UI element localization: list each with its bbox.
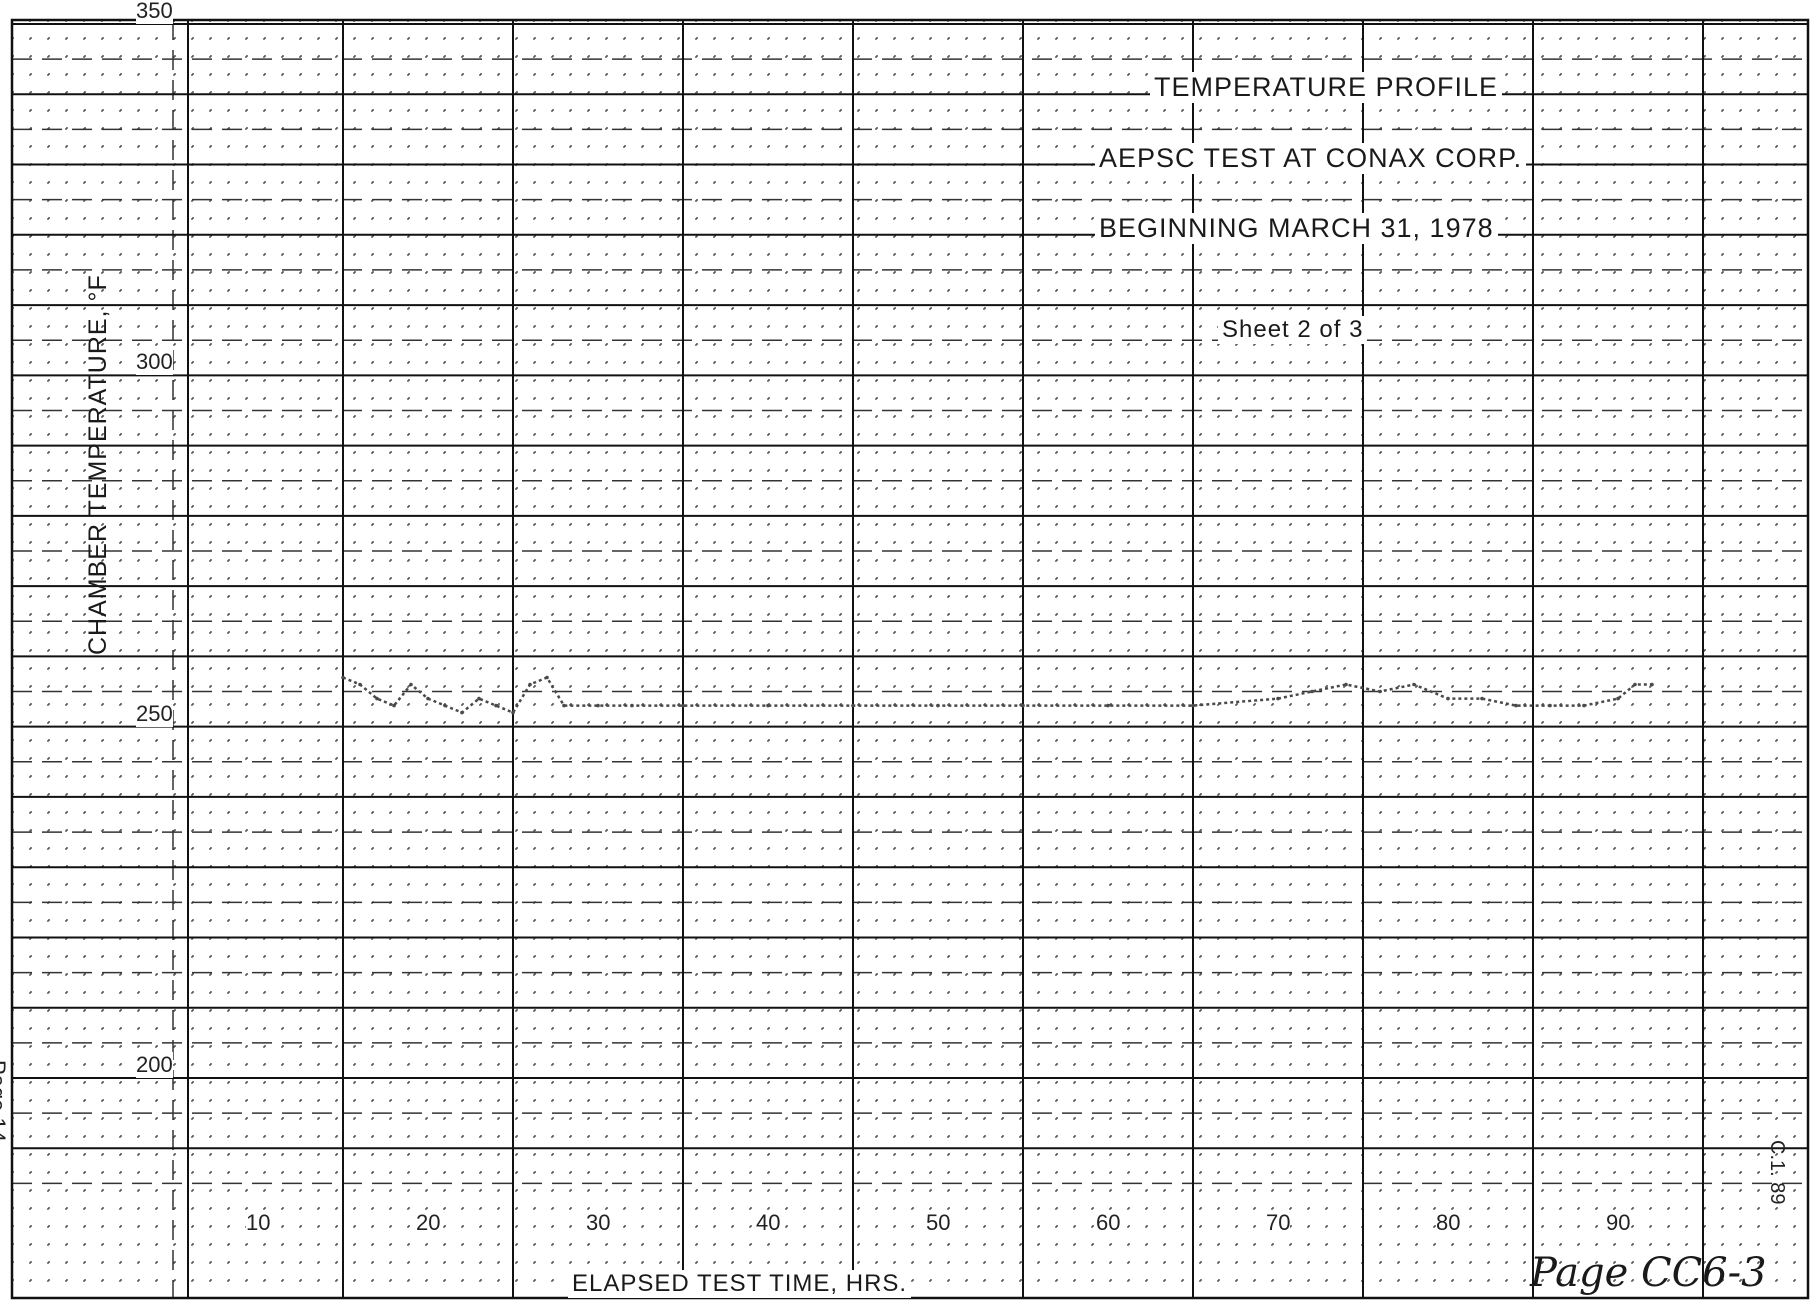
x-tick-label: 50 xyxy=(926,1210,951,1236)
temperature-data-point xyxy=(1344,682,1348,687)
chart-subtitle-date: BEGINNING MARCH 31, 1978 xyxy=(1095,213,1498,244)
temperature-data-point xyxy=(511,710,515,715)
temperature-data-point xyxy=(460,710,464,715)
sheet-label: Sheet 2 of 3 xyxy=(1218,316,1368,344)
temperature-data-point xyxy=(477,696,481,701)
temperature-data-point xyxy=(1310,689,1314,694)
y-tick-label: 350 xyxy=(136,0,173,24)
temperature-data-point xyxy=(341,675,345,680)
y-tick-label: 200 xyxy=(136,1052,173,1078)
page-number-label: Page 14 xyxy=(0,1060,10,1142)
temperature-data-point xyxy=(1021,703,1025,708)
temperature-data-point xyxy=(596,703,600,708)
temperature-data-point xyxy=(1650,682,1654,687)
temperature-data-point xyxy=(426,696,430,701)
temperature-data-point xyxy=(936,703,940,708)
chart-subtitle-test: AEPSC TEST AT CONAX CORP. xyxy=(1095,143,1527,174)
handwritten-page-note: Page CC6-3 xyxy=(1530,1250,1767,1296)
x-tick-label: 10 xyxy=(246,1210,271,1236)
x-tick-label: 20 xyxy=(416,1210,441,1236)
temperature-data-point xyxy=(1548,703,1552,708)
series-layer xyxy=(341,675,1654,715)
chart-title: TEMPERATURE PROFILE xyxy=(1150,72,1503,103)
x-tick-label: 90 xyxy=(1606,1210,1631,1236)
temperature-data-point xyxy=(1616,696,1620,701)
temperature-data-point xyxy=(409,682,413,687)
temperature-data-point xyxy=(1106,703,1110,708)
temperature-data-point xyxy=(851,703,855,708)
temperature-data-point xyxy=(681,703,685,708)
x-tick-label: 60 xyxy=(1096,1210,1121,1236)
temperature-data-point xyxy=(1378,689,1382,694)
temperature-data-point xyxy=(1191,703,1195,708)
temperature-data-point xyxy=(1446,696,1450,701)
temperature-data-point xyxy=(392,703,396,708)
temperature-data-point xyxy=(1480,696,1484,701)
temperature-data-point xyxy=(1633,682,1637,687)
temperature-data-point xyxy=(545,675,549,680)
x-tick-label: 30 xyxy=(586,1210,611,1236)
temperature-data-point xyxy=(1412,682,1416,687)
y-tick-label: 300 xyxy=(136,349,173,376)
x-axis-title: ELAPSED TEST TIME, HRS. xyxy=(568,1270,912,1298)
x-tick-label: 80 xyxy=(1436,1210,1461,1236)
temperature-data-point xyxy=(1276,696,1280,701)
temperature-data-point xyxy=(630,703,634,708)
temperature-data-point xyxy=(494,703,498,708)
temperature-data-point xyxy=(358,682,362,687)
major-grid xyxy=(10,18,1810,1300)
y-axis-title: CHAMBER TEMPERATURE, °F xyxy=(84,274,112,655)
temperature-data-point xyxy=(1582,703,1586,708)
temperature-data-point xyxy=(528,682,532,687)
minor-grid xyxy=(11,19,1808,1299)
temperature-data-point xyxy=(375,696,379,701)
temperature-data-point xyxy=(562,703,566,708)
margin-reference-label: C.1. 89 xyxy=(1766,1140,1788,1205)
chart-border xyxy=(10,18,1810,1300)
y-tick-label: 250 xyxy=(136,700,173,727)
x-tick-label: 70 xyxy=(1266,1210,1291,1236)
temperature-data-point xyxy=(1514,703,1518,708)
temperature-data-point xyxy=(443,703,447,708)
x-tick-label: 40 xyxy=(756,1210,781,1236)
temperature-series-line xyxy=(342,675,1652,715)
temperature-data-point xyxy=(766,703,770,708)
